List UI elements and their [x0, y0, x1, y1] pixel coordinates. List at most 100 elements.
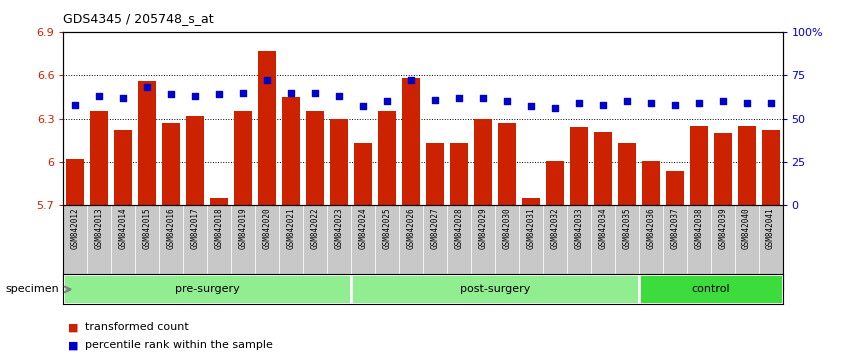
Bar — [546, 160, 563, 205]
Bar — [162, 123, 180, 205]
Bar — [378, 112, 396, 205]
Text: GSM842030: GSM842030 — [503, 208, 511, 250]
Point — [212, 91, 226, 97]
Point — [332, 93, 346, 99]
Bar — [689, 126, 707, 205]
Bar — [711, 205, 734, 289]
Bar — [87, 205, 112, 289]
Text: GSM842016: GSM842016 — [167, 208, 176, 250]
Bar — [594, 132, 612, 205]
Bar — [642, 160, 660, 205]
Bar — [139, 81, 157, 205]
Text: GSM842022: GSM842022 — [310, 208, 320, 250]
Bar — [234, 112, 252, 205]
Text: GSM842038: GSM842038 — [695, 208, 703, 250]
Text: GSM842033: GSM842033 — [574, 208, 583, 250]
Text: GSM842025: GSM842025 — [382, 208, 392, 250]
Text: GSM842017: GSM842017 — [191, 208, 200, 250]
Point — [667, 102, 681, 108]
Text: GSM842013: GSM842013 — [95, 208, 104, 250]
Text: GSM842027: GSM842027 — [431, 208, 439, 250]
Bar — [112, 205, 135, 289]
Point — [596, 102, 609, 108]
Point — [620, 98, 634, 104]
Bar — [351, 274, 639, 304]
Text: GSM842021: GSM842021 — [287, 208, 295, 250]
Bar — [184, 205, 207, 289]
Point — [452, 95, 465, 101]
Text: ■: ■ — [68, 322, 78, 332]
Bar — [63, 274, 351, 304]
Bar — [714, 133, 732, 205]
Bar — [231, 205, 255, 289]
Bar — [327, 205, 351, 289]
Point — [716, 98, 729, 104]
Text: GSM842014: GSM842014 — [119, 208, 128, 250]
Text: ■: ■ — [68, 340, 78, 350]
Text: GSM842012: GSM842012 — [71, 208, 80, 250]
Bar — [303, 205, 327, 289]
Bar — [666, 171, 684, 205]
Text: GSM842015: GSM842015 — [143, 208, 151, 250]
Bar — [91, 112, 108, 205]
Text: GSM842024: GSM842024 — [359, 208, 367, 250]
Point — [428, 97, 442, 102]
Bar — [258, 51, 276, 205]
Text: GSM842028: GSM842028 — [454, 208, 464, 250]
Bar — [211, 198, 228, 205]
Bar — [615, 205, 639, 289]
Text: GSM842026: GSM842026 — [407, 208, 415, 250]
Bar — [639, 274, 783, 304]
Point — [117, 95, 130, 101]
Bar — [591, 205, 615, 289]
Text: percentile rank within the sample: percentile rank within the sample — [85, 340, 272, 350]
Point — [404, 78, 418, 83]
Text: GSM842029: GSM842029 — [479, 208, 487, 250]
Text: transformed count: transformed count — [85, 322, 189, 332]
Bar — [114, 130, 132, 205]
Bar — [426, 143, 444, 205]
Bar — [354, 143, 372, 205]
Text: GSM842039: GSM842039 — [718, 208, 727, 250]
Bar — [283, 97, 300, 205]
Text: GSM842035: GSM842035 — [623, 208, 631, 250]
Point — [92, 93, 106, 99]
Text: specimen: specimen — [5, 284, 59, 295]
Text: GSM842019: GSM842019 — [239, 208, 248, 250]
Text: GSM842040: GSM842040 — [742, 208, 751, 250]
Point — [308, 90, 321, 95]
Text: pre-surgery: pre-surgery — [175, 284, 239, 295]
Bar — [738, 126, 755, 205]
Bar — [351, 205, 375, 289]
Bar — [135, 205, 159, 289]
Point — [572, 100, 585, 106]
Bar — [330, 119, 348, 205]
Point — [739, 100, 753, 106]
Point — [644, 100, 657, 106]
Bar — [450, 143, 468, 205]
Point — [548, 105, 562, 111]
Bar — [570, 127, 588, 205]
Bar — [474, 119, 492, 205]
Bar — [498, 123, 516, 205]
Bar — [447, 205, 471, 289]
Bar — [423, 205, 447, 289]
Bar — [67, 159, 85, 205]
Bar — [375, 205, 399, 289]
Point — [236, 90, 250, 95]
Bar — [402, 78, 420, 205]
Bar — [618, 143, 635, 205]
Point — [476, 95, 490, 101]
Point — [524, 104, 537, 109]
Text: GSM842031: GSM842031 — [526, 208, 536, 250]
Point — [69, 102, 82, 108]
Bar — [522, 198, 540, 205]
Text: GSM842018: GSM842018 — [215, 208, 223, 250]
Bar — [761, 130, 779, 205]
Text: GSM842034: GSM842034 — [598, 208, 607, 250]
Bar — [279, 205, 303, 289]
Bar — [734, 205, 759, 289]
Bar — [543, 205, 567, 289]
Text: control: control — [691, 284, 730, 295]
Point — [140, 85, 154, 90]
